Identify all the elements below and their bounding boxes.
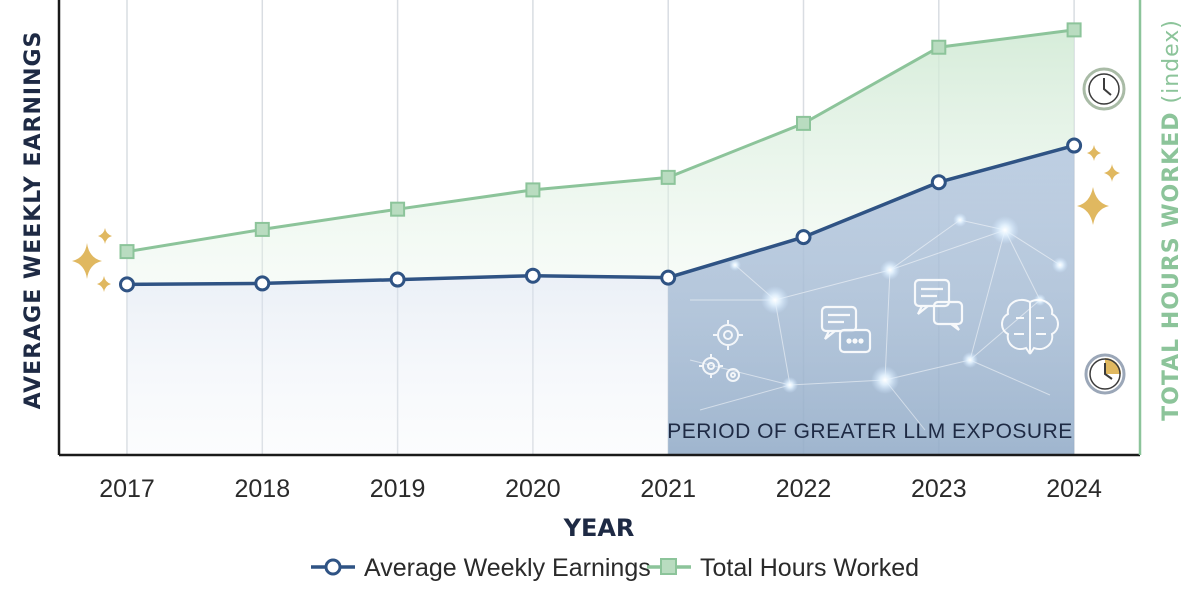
y-axis-title-right-label: TOTAL HOURS WORKED (1159, 111, 1184, 420)
sparkle-icon (1077, 145, 1120, 225)
sparkle-icon (72, 228, 112, 292)
earnings-point (254, 275, 271, 292)
clock-icon (1084, 353, 1126, 395)
gear-icon (699, 320, 743, 382)
legend-label-earnings: Average Weekly Earnings (364, 554, 651, 582)
earnings-point (795, 229, 812, 246)
earnings-line (126, 143, 1075, 287)
hours-point (796, 115, 811, 131)
y-axis-title-right-unit: (index) (1159, 19, 1184, 103)
chat-bubble-icon (820, 305, 872, 354)
legend-marker-hours (660, 558, 677, 575)
legend: Average Weekly Earnings Total Hours Work… (311, 554, 919, 582)
legend-item-earnings: Average Weekly Earnings (311, 554, 651, 582)
clock-icon (1082, 67, 1126, 111)
x-tick-labels: 2017 2018 2019 2020 2021 2022 2023 2024 (99, 475, 1102, 503)
hours-area-fill (127, 29, 1075, 285)
brain-icon (1001, 298, 1059, 355)
x-tick-label: 2020 (505, 475, 561, 503)
earnings-point (119, 276, 135, 293)
earnings-point (660, 269, 677, 286)
hours-point (390, 201, 406, 217)
hours-point (931, 39, 947, 55)
x-tick-label: 2022 (776, 475, 832, 503)
hours-point (254, 221, 270, 237)
hours-point (660, 169, 676, 185)
legend-item-hours: Total Hours Worked (647, 554, 919, 582)
y-axis-title-left: AVERAGE WEEKLY EARNINGS (21, 31, 46, 410)
earnings-markers (119, 137, 1083, 293)
x-tick-label: 2018 (234, 475, 290, 503)
legend-label-hours: Total Hours Worked (700, 554, 919, 582)
hours-point (119, 244, 135, 260)
hours-point (525, 182, 541, 198)
x-tick-label: 2021 (640, 475, 696, 503)
earnings-point (930, 174, 947, 191)
network-graphic (689, 213, 1068, 431)
chat-bubble-icon (913, 278, 964, 331)
x-tick-label: 2019 (370, 475, 426, 503)
y-axis-title-right: TOTAL HOURS WORKED (index) (1159, 19, 1184, 421)
x-tick-label: 2023 (911, 475, 967, 503)
llm-exposure-region: PERIOD OF GREATER LLM EXPOSURE (667, 145, 1075, 455)
earnings-point (1066, 137, 1083, 154)
earnings-point (524, 267, 541, 284)
hours-line (126, 28, 1075, 254)
legend-marker-earnings (324, 558, 342, 576)
x-axis-title: YEAR (563, 514, 635, 542)
period-label: PERIOD OF GREATER LLM EXPOSURE (667, 420, 1073, 443)
hours-markers (119, 22, 1082, 260)
x-tick-label: 2017 (99, 475, 155, 503)
hours-point (1066, 22, 1082, 38)
earnings-point (389, 271, 406, 288)
x-tick-label: 2024 (1046, 475, 1102, 503)
